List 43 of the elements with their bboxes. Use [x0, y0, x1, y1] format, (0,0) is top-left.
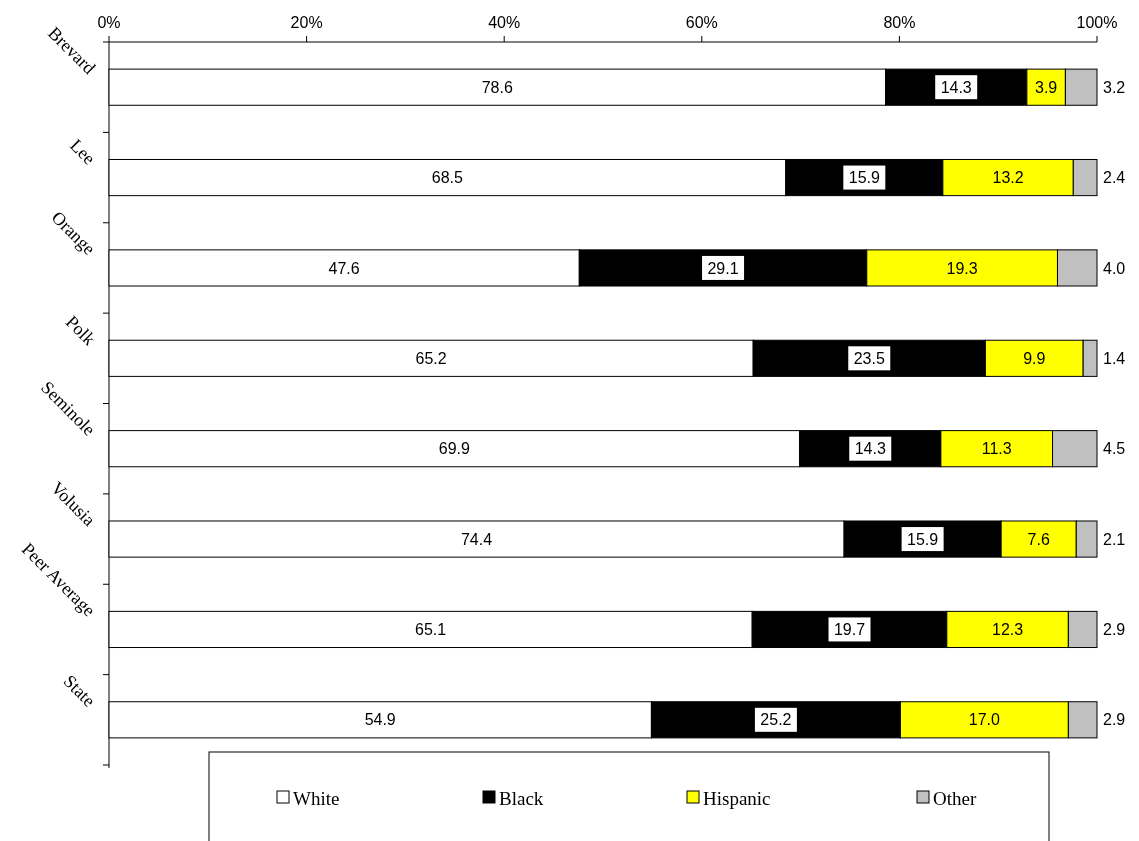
data-label: 9.9	[1023, 349, 1046, 367]
data-label: 2.9	[1103, 621, 1126, 639]
data-label: 14.3	[940, 78, 972, 96]
data-label: 1.4	[1103, 349, 1126, 367]
y-tick-label: Lee	[66, 135, 100, 169]
legend-label: White	[293, 787, 340, 809]
data-label: 19.7	[833, 621, 866, 639]
data-label: 47.6	[328, 259, 360, 277]
data-label: 4.5	[1103, 440, 1126, 458]
data-label: 3.2	[1103, 78, 1126, 96]
legend-label: Black	[499, 787, 544, 809]
legend-label: Hispanic	[703, 787, 771, 809]
data-label: 2.4	[1103, 169, 1126, 187]
x-tick-label: 100%	[1076, 13, 1118, 31]
data-label: 14.3	[854, 440, 886, 458]
data-label: 11.3	[981, 440, 1012, 458]
data-label: 78.6	[481, 78, 513, 96]
data-label: 2.1	[1103, 530, 1126, 548]
x-tick-label: 60%	[685, 13, 718, 31]
data-label: 65.1	[415, 621, 447, 639]
data-label: 4.0	[1103, 259, 1126, 277]
data-label: 15.9	[907, 530, 939, 548]
data-label: 3.9	[1034, 78, 1058, 96]
data-label: 19.3	[946, 259, 978, 277]
data-label: 54.9	[364, 711, 396, 729]
data-label: 25.2	[760, 711, 792, 729]
data-label: 65.2	[415, 349, 447, 367]
data-label: 15.9	[848, 169, 880, 187]
data-label: 7.6	[1027, 530, 1050, 548]
data-label: 2.9	[1103, 711, 1126, 729]
data-label: 74.4	[460, 530, 493, 548]
data-label: 17.0	[968, 711, 1001, 729]
data-label: 29.1	[707, 259, 739, 277]
data-label: 12.3	[992, 621, 1024, 639]
x-tick-label: 20%	[290, 13, 323, 31]
legend-label: Other	[933, 787, 977, 809]
data-label: 69.9	[438, 440, 470, 458]
data-label: 13.2	[992, 169, 1024, 187]
x-tick-label: 0%	[97, 13, 121, 31]
data-label: 23.5	[853, 349, 885, 367]
x-tick-label: 40%	[488, 13, 521, 31]
data-label: 68.5	[431, 169, 464, 187]
x-tick-label: 80%	[883, 13, 916, 31]
